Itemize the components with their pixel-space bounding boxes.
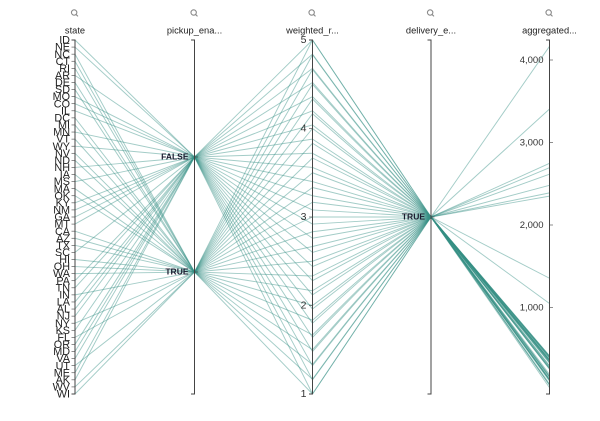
svg-text:TRUE: TRUE <box>402 211 425 221</box>
svg-text:FALSE: FALSE <box>161 151 189 161</box>
svg-text:1,000: 1,000 <box>520 303 544 314</box>
svg-text:5: 5 <box>301 34 307 46</box>
svg-text:4: 4 <box>301 123 307 135</box>
svg-text:weighted_r...: weighted_r... <box>285 26 339 36</box>
svg-text:3,000: 3,000 <box>520 138 544 149</box>
svg-text:state: state <box>65 26 85 36</box>
svg-text:1: 1 <box>301 388 307 400</box>
svg-text:4,000: 4,000 <box>520 55 544 66</box>
svg-text:3: 3 <box>301 211 307 223</box>
svg-text:2,000: 2,000 <box>520 220 544 231</box>
svg-text:delivery_e...: delivery_e... <box>406 26 456 36</box>
svg-text:WI: WI <box>57 389 70 401</box>
svg-text:TRUE: TRUE <box>165 266 188 276</box>
svg-text:pickup_ena...: pickup_ena... <box>167 26 222 36</box>
svg-text:2: 2 <box>301 300 307 312</box>
svg-text:aggregated...: aggregated... <box>522 26 577 36</box>
